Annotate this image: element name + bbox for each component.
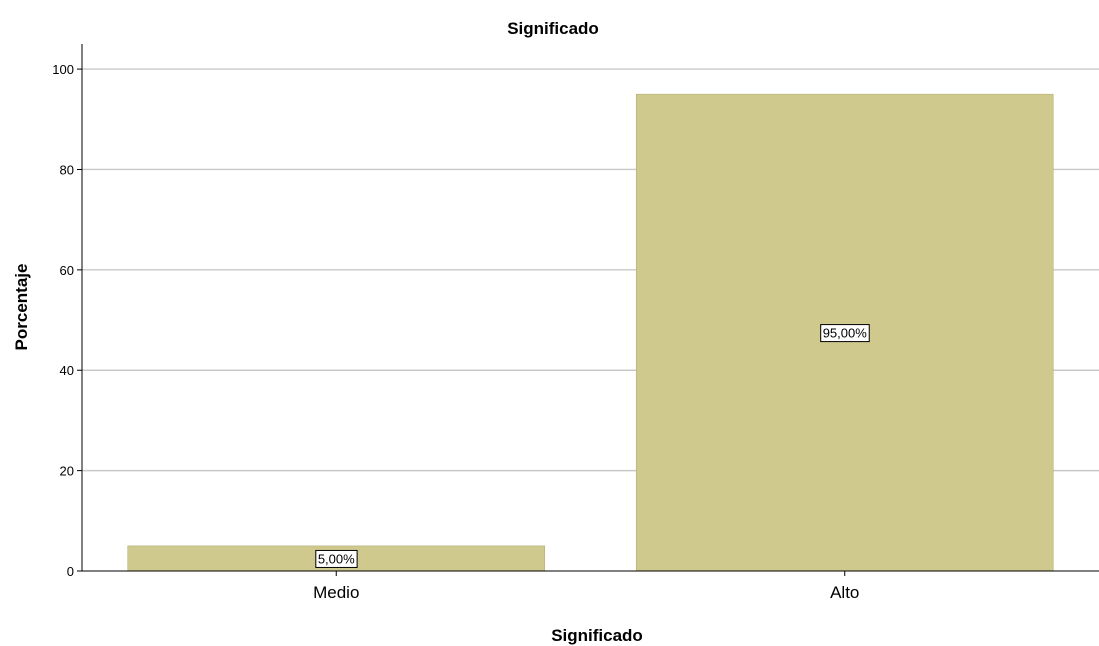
y-tick-label: 100 (52, 62, 74, 77)
y-tick-label: 0 (67, 564, 74, 579)
x-axis-title: Significado (551, 626, 643, 645)
y-tick-label: 40 (60, 363, 74, 378)
data-label-box (315, 549, 358, 568)
y-tick-label: 60 (60, 263, 74, 278)
y-axis-title: Porcentaje (12, 264, 31, 351)
data-label-alto: 95,00% (820, 324, 870, 343)
data-labels: 5,00% 95,00% (315, 324, 870, 568)
bars (127, 93, 1054, 572)
y-tick-label: 20 (60, 464, 74, 479)
data-label-box (820, 324, 870, 343)
data-label-text: 5,00% (318, 551, 355, 566)
x-category-label: Alto (830, 583, 859, 602)
data-label-medio: 5,00% (315, 549, 358, 568)
y-axis-ticks: 0 20 40 60 80 100 (52, 62, 82, 579)
chart-title: Significado (507, 19, 599, 38)
axes (81, 44, 1099, 576)
x-axis-categories: Medio Alto (313, 583, 859, 602)
data-label-text: 95,00% (823, 326, 868, 341)
y-tick-label: 80 (60, 162, 74, 177)
x-category-label: Medio (313, 583, 359, 602)
